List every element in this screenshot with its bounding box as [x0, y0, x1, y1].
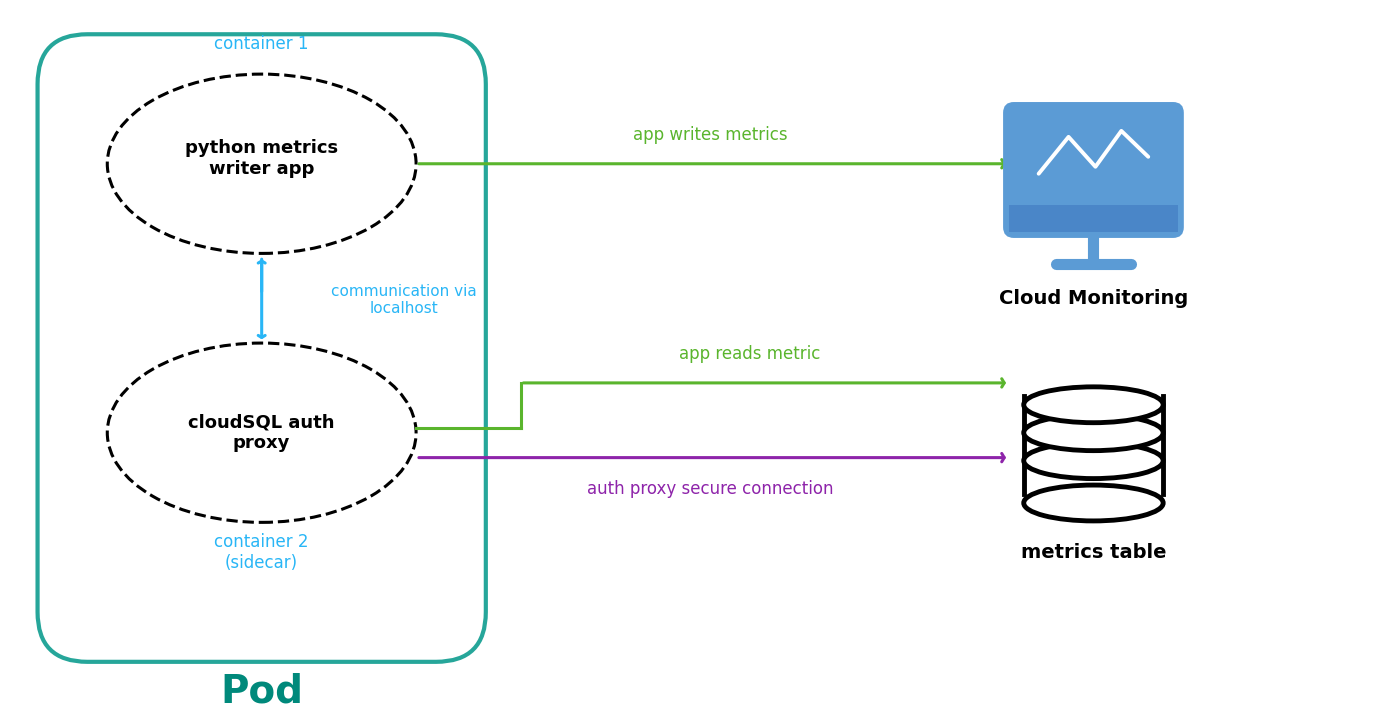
Text: app writes metrics: app writes metrics: [632, 126, 788, 144]
Ellipse shape: [1023, 443, 1164, 479]
Text: metrics table: metrics table: [1020, 543, 1166, 561]
Text: cloudSQL auth
proxy: cloudSQL auth proxy: [188, 414, 335, 452]
Text: container 1: container 1: [214, 35, 309, 53]
Text: Cloud Monitoring: Cloud Monitoring: [999, 289, 1189, 308]
Text: container 2
(sidecar): container 2 (sidecar): [214, 533, 309, 572]
Text: communication via
localhost: communication via localhost: [331, 284, 477, 317]
Ellipse shape: [1023, 485, 1164, 521]
FancyBboxPatch shape: [38, 34, 486, 662]
Ellipse shape: [107, 343, 416, 523]
Text: app reads metric: app reads metric: [679, 345, 820, 363]
Text: python metrics
writer app: python metrics writer app: [185, 139, 338, 178]
Text: Pod: Pod: [220, 673, 303, 711]
FancyBboxPatch shape: [1009, 205, 1178, 232]
Ellipse shape: [107, 74, 416, 253]
Text: auth proxy secure connection: auth proxy secure connection: [586, 480, 834, 498]
Ellipse shape: [1023, 387, 1164, 423]
FancyBboxPatch shape: [1004, 103, 1183, 237]
Ellipse shape: [1023, 415, 1164, 451]
